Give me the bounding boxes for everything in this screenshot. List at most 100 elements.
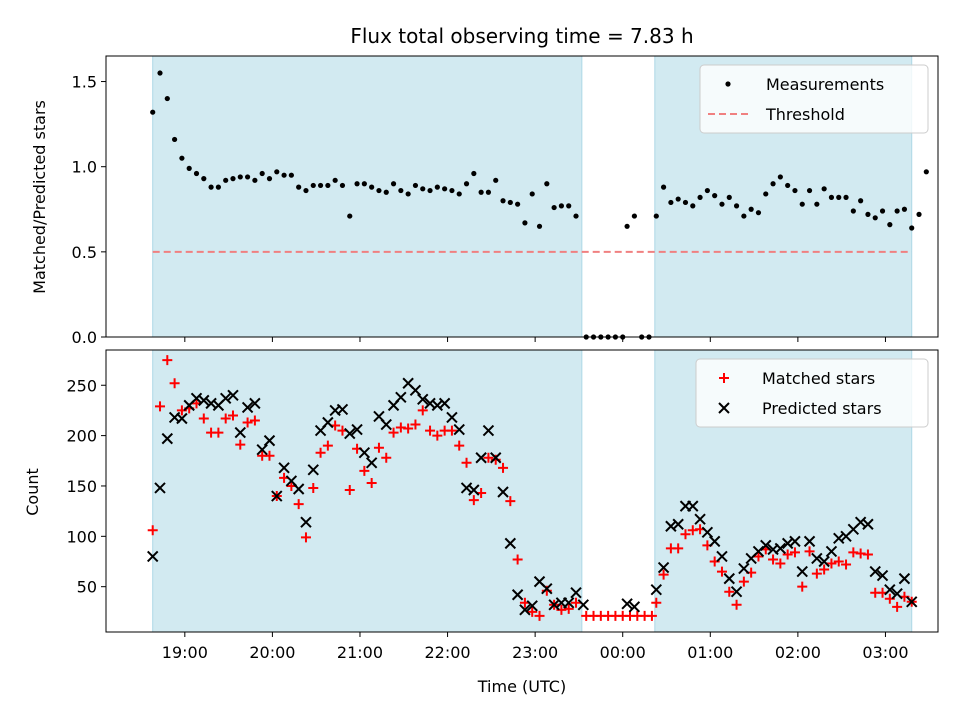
matched-star-point: [147, 525, 158, 536]
y-tick-label: 150: [66, 477, 97, 496]
matched-star-point: [646, 610, 657, 621]
predicted-star-point: [271, 490, 283, 502]
matched-star-point: [505, 496, 516, 507]
predicted-star-point: [475, 452, 487, 464]
predicted-star-point: [621, 598, 633, 610]
legend-label: Matched stars: [762, 369, 875, 388]
predicted-star-point: [789, 535, 801, 548]
matched-star-point: [534, 610, 545, 621]
matched-star-point: [855, 548, 866, 559]
matched-star-point: [753, 551, 764, 562]
predicted-star-point: [351, 423, 363, 436]
predicted-star-point: [708, 535, 721, 548]
measurement-point: [317, 182, 324, 189]
measurement-point: [500, 198, 506, 204]
predicted-star-point: [344, 427, 356, 440]
predicted-star-point: [628, 601, 641, 613]
matched-star-point: [227, 410, 238, 421]
y-tick-label: 1.0: [72, 158, 97, 177]
legend: Measurements Threshold: [699, 64, 929, 134]
matched-star-point: [789, 547, 800, 558]
matched-star-point: [651, 597, 662, 608]
y-tick-label: 0.0: [72, 328, 97, 347]
predicted-star-point: [453, 423, 465, 436]
measurement-point: [682, 199, 689, 206]
measurement-point: [836, 194, 842, 200]
matched-star-point: [512, 554, 523, 565]
measurement-point: [755, 210, 762, 216]
predicted-star-point: [672, 518, 684, 530]
measurement-point: [785, 182, 791, 189]
y-tick-label: 200: [66, 427, 97, 446]
measurement-point: [223, 177, 229, 183]
measurement-point: [690, 203, 696, 209]
matched-star-point: [264, 450, 275, 461]
observing-span: [152, 349, 583, 633]
measurement-point: [493, 177, 499, 183]
measurement-point: [434, 184, 440, 190]
predicted-star-point: [694, 513, 706, 525]
measurement-point: [821, 186, 827, 192]
measurement-point: [828, 194, 835, 200]
predicted-star-point: [891, 588, 903, 600]
matched-star-point: [249, 415, 260, 426]
measurement-point: [186, 165, 192, 171]
measurement-point: [712, 193, 718, 199]
y-tick-label: 0.5: [72, 243, 97, 262]
measurement-point: [726, 194, 732, 200]
matched-star-point: [461, 457, 472, 468]
matched-star-point: [322, 440, 333, 451]
measurement-point: [515, 201, 521, 207]
matched-star-point: [563, 603, 574, 614]
legend-box: [695, 358, 929, 428]
predicted-star-point: [336, 403, 349, 416]
x-tick-label: 01:00: [687, 643, 733, 662]
predicted-star-point: [176, 412, 188, 425]
predicted-star-point: [657, 561, 670, 574]
matched-star-point: [155, 401, 166, 412]
measurement-point: [792, 187, 798, 194]
measurement-point: [398, 187, 404, 194]
matched-star-point: [300, 532, 311, 543]
legend-marker-matched: [719, 373, 729, 383]
predicted-star-point: [322, 416, 334, 429]
predicted-star-point: [862, 518, 874, 530]
predicted-star-point: [541, 582, 553, 595]
measurement-point: [208, 184, 214, 190]
predicted-star-point: [468, 484, 480, 496]
matched-star-point: [680, 529, 691, 540]
measurement-point: [288, 172, 294, 178]
series-matched-stars: [147, 355, 917, 621]
y-tick-label: 100: [66, 527, 97, 546]
legend-label: Predicted stars: [762, 399, 882, 418]
matched-star-point: [775, 558, 786, 569]
measurement-point: [354, 181, 360, 187]
predicted-star-point: [161, 432, 174, 445]
measurement-point: [653, 213, 659, 219]
x-axis-label: Time (UTC): [477, 677, 566, 696]
matched-star-point: [344, 484, 355, 495]
matched-star-point: [432, 430, 443, 441]
measurement-point: [296, 184, 302, 190]
measurement-point: [770, 181, 776, 187]
measurement-point: [923, 169, 929, 175]
matched-star-point: [446, 425, 457, 436]
predicted-star-point: [278, 462, 290, 474]
matched-star-point: [235, 439, 246, 450]
matched-star-point: [862, 549, 873, 560]
measurement-point: [405, 191, 411, 197]
measurement-point: [799, 201, 805, 207]
measurement-point: [485, 189, 492, 195]
predicted-star-point: [730, 586, 743, 598]
legend: Matched stars Predicted stars: [695, 358, 929, 428]
measurement-point: [660, 184, 667, 190]
measurement-point: [544, 181, 550, 187]
matched-star-point: [242, 417, 253, 428]
measurement-point: [274, 169, 280, 175]
matched-star-point: [359, 465, 370, 476]
predicted-star-point: [380, 418, 392, 431]
predicted-star-point: [526, 600, 538, 612]
predicted-star-point: [307, 464, 319, 476]
measurement-point: [522, 220, 528, 226]
predicted-star-point: [723, 572, 735, 585]
